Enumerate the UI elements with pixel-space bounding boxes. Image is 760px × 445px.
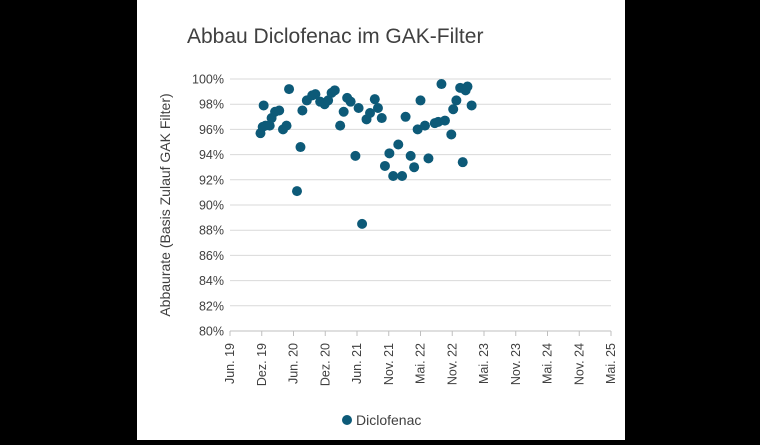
- data-point: [379, 160, 390, 171]
- data-point: [400, 111, 411, 122]
- data-point: [446, 129, 457, 140]
- x-axis: Jun. 19 Dez. 19 Jun. 20 Dez. 20 Jun. 21 Nov. …: [223, 331, 618, 386]
- x-tick-label: Nov. 23: [509, 343, 523, 385]
- x-tick-label: Mai. 22: [414, 343, 428, 384]
- data-point: [423, 153, 434, 164]
- data-point: [457, 157, 468, 168]
- y-tick-labels: 80% 82% 84% 86% 88% 90% 92% 94% 96% 98% 100%: [192, 73, 224, 339]
- data-point: [369, 94, 380, 105]
- data-point: [310, 89, 321, 100]
- data-points: [255, 79, 477, 229]
- y-tick-label: 90%: [199, 199, 224, 213]
- legend-marker: [342, 415, 352, 425]
- x-tick-label: Nov. 24: [572, 343, 586, 385]
- y-axis-label: Abbaurate (Basis Zulauf GAK Filter): [157, 93, 173, 316]
- chart-svg: Abbau Diclofenac im GAK-Filter 80% 82% 84%…: [157, 25, 618, 428]
- x-tick-label: Nov. 21: [382, 343, 396, 385]
- data-point: [384, 148, 395, 159]
- chart-panel: Abbau Diclofenac im GAK-Filter 80% 82% 84%…: [137, 0, 625, 440]
- legend-label: Diclofenac: [356, 412, 421, 428]
- data-point: [376, 113, 387, 124]
- data-point: [281, 120, 292, 131]
- chart-title: Abbau Diclofenac im GAK-Filter: [187, 25, 483, 48]
- data-point: [323, 95, 334, 106]
- data-point: [405, 150, 416, 161]
- gridlines: [230, 78, 611, 332]
- data-point: [297, 105, 308, 116]
- data-point: [335, 120, 346, 131]
- data-point: [295, 142, 306, 153]
- x-tick-label: Jun. 19: [223, 343, 237, 384]
- data-point: [274, 105, 285, 116]
- x-tick-label: Dez. 20: [318, 343, 332, 386]
- x-tick-label: Jun. 21: [350, 343, 364, 384]
- data-point: [466, 100, 477, 111]
- x-tick-label: Nov. 22: [445, 343, 459, 385]
- x-tick-label: Jun. 20: [287, 343, 301, 384]
- data-point: [345, 96, 356, 107]
- data-point: [365, 108, 376, 119]
- y-tick-label: 94%: [199, 148, 224, 162]
- y-tick-label: 80%: [199, 325, 224, 339]
- data-point: [388, 171, 399, 182]
- y-tick-label: 86%: [199, 249, 224, 263]
- x-tick-label: Mai. 25: [604, 343, 618, 384]
- data-point: [397, 171, 408, 182]
- data-point: [451, 95, 462, 106]
- y-tick-label: 98%: [199, 98, 224, 112]
- x-tick-label: Dez. 19: [255, 343, 269, 386]
- data-point: [448, 104, 459, 115]
- y-tick-label: 100%: [192, 73, 224, 87]
- data-point: [329, 85, 340, 96]
- data-point: [350, 150, 361, 161]
- x-tick-label: Mai. 23: [477, 343, 491, 384]
- data-point: [409, 162, 420, 173]
- x-tick-label: Mai. 24: [541, 343, 555, 384]
- data-point: [372, 102, 383, 113]
- y-tick-label: 92%: [199, 173, 224, 187]
- data-point: [338, 106, 349, 117]
- legend: Diclofenac: [342, 412, 421, 428]
- y-tick-label: 84%: [199, 274, 224, 288]
- data-point: [258, 100, 269, 111]
- data-point: [291, 186, 302, 197]
- y-tick-label: 88%: [199, 224, 224, 238]
- data-point: [462, 81, 473, 92]
- data-point: [436, 79, 447, 90]
- data-point: [284, 84, 295, 95]
- data-point: [419, 120, 430, 131]
- y-tick-label: 96%: [199, 123, 224, 137]
- data-point: [264, 120, 275, 131]
- data-point: [393, 139, 404, 150]
- data-point: [357, 218, 368, 229]
- data-point: [439, 115, 450, 126]
- y-tick-label: 82%: [199, 299, 224, 313]
- data-point: [353, 102, 364, 113]
- data-point: [415, 95, 426, 106]
